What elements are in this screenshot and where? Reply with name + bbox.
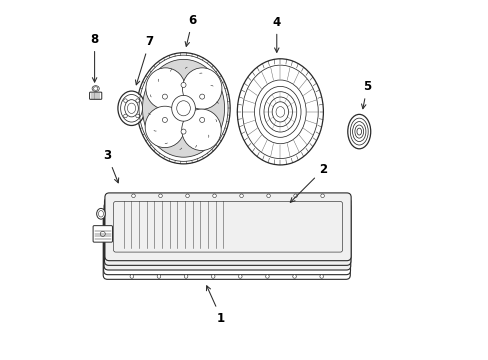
FancyBboxPatch shape — [104, 202, 350, 270]
Ellipse shape — [97, 208, 105, 219]
Circle shape — [185, 194, 189, 198]
Circle shape — [131, 194, 135, 198]
Circle shape — [184, 275, 187, 278]
Ellipse shape — [145, 106, 184, 148]
Circle shape — [293, 194, 297, 198]
Circle shape — [159, 194, 162, 198]
Circle shape — [123, 114, 127, 118]
Circle shape — [239, 194, 243, 198]
Circle shape — [199, 94, 204, 99]
Circle shape — [136, 114, 139, 118]
Circle shape — [319, 275, 323, 278]
Circle shape — [157, 275, 161, 278]
FancyBboxPatch shape — [93, 226, 112, 242]
Circle shape — [199, 117, 204, 122]
Ellipse shape — [124, 100, 138, 117]
Text: 2: 2 — [290, 163, 327, 202]
Circle shape — [181, 82, 185, 87]
FancyBboxPatch shape — [104, 198, 350, 265]
Text: 1: 1 — [206, 286, 225, 325]
Ellipse shape — [92, 86, 99, 91]
Circle shape — [162, 117, 167, 122]
Circle shape — [292, 275, 296, 278]
Circle shape — [212, 194, 216, 198]
Circle shape — [162, 94, 167, 99]
Text: 7: 7 — [135, 35, 153, 85]
Ellipse shape — [137, 53, 230, 164]
Text: 8: 8 — [90, 33, 99, 82]
Circle shape — [130, 275, 133, 278]
Circle shape — [320, 194, 324, 198]
Text: 4: 4 — [272, 16, 280, 52]
Ellipse shape — [171, 95, 195, 121]
Text: 6: 6 — [185, 14, 196, 46]
Circle shape — [265, 275, 269, 278]
Ellipse shape — [118, 91, 145, 126]
Ellipse shape — [237, 59, 323, 165]
Ellipse shape — [145, 68, 185, 109]
Circle shape — [211, 275, 215, 278]
Circle shape — [238, 275, 242, 278]
Ellipse shape — [182, 109, 221, 150]
FancyBboxPatch shape — [103, 207, 350, 275]
Circle shape — [123, 99, 127, 102]
Circle shape — [136, 99, 139, 102]
Text: 3: 3 — [103, 149, 119, 183]
FancyBboxPatch shape — [103, 212, 349, 279]
FancyBboxPatch shape — [89, 92, 102, 99]
Text: 5: 5 — [361, 80, 370, 109]
Ellipse shape — [142, 59, 224, 157]
Circle shape — [181, 129, 185, 134]
Circle shape — [266, 194, 270, 198]
Ellipse shape — [347, 114, 370, 149]
FancyBboxPatch shape — [105, 193, 350, 261]
Ellipse shape — [182, 68, 222, 109]
Ellipse shape — [276, 107, 284, 117]
